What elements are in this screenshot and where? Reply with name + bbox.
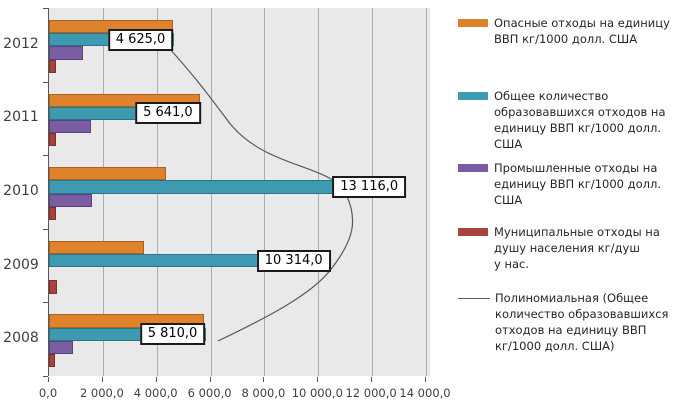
category-label: 2009 xyxy=(3,256,39,273)
y-axis-tick xyxy=(43,81,48,83)
bar-series4-2008 xyxy=(49,354,55,368)
category-label: 2012 xyxy=(3,35,39,52)
x-axis-tick xyxy=(209,377,211,382)
x-axis-tick xyxy=(155,377,157,382)
data-label: 4 625,0 xyxy=(107,28,174,51)
x-axis-tick-label: 0,0 xyxy=(38,386,58,400)
x-axis-tick-label: 12 000,0 xyxy=(345,386,397,400)
bar-series3-2011 xyxy=(49,120,91,134)
bar-series4-2010 xyxy=(49,206,56,220)
legend-item: Опасные отходы на единицу ВВП кг/1000 до… xyxy=(458,15,676,47)
x-axis-tick xyxy=(425,377,426,382)
x-axis-tick xyxy=(263,377,265,382)
bar-series3-2008 xyxy=(49,340,73,354)
category-label: 2011 xyxy=(3,109,39,126)
legend-item: Промышленные отходы на единицу ВВП кг/10… xyxy=(458,160,676,208)
series-swatch-icon xyxy=(458,92,488,100)
data-label: 13 116,0 xyxy=(332,176,407,198)
x-axis-tick xyxy=(317,377,319,382)
legend-item: Общее количество образовавшихся отходов … xyxy=(458,88,676,152)
data-label: 10 314,0 xyxy=(256,249,331,272)
x-axis-tick-label: 2 000,0 xyxy=(79,386,124,400)
y-axis-tick xyxy=(43,8,48,9)
trendline-swatch-icon xyxy=(458,298,490,299)
x-axis-tick xyxy=(48,377,49,382)
data-label: 5 641,0 xyxy=(135,102,201,125)
category-label: 2008 xyxy=(3,330,39,347)
x-axis-tick xyxy=(101,377,103,382)
x-axis-tick-label: 6 000,0 xyxy=(187,386,232,400)
data-label: 5 810,0 xyxy=(139,323,206,346)
legend-label: Муниципальные отходы на душу населения к… xyxy=(494,225,660,271)
x-axis-tick-label: 14 000,0 xyxy=(399,386,451,400)
category-label: 2010 xyxy=(3,183,39,199)
x-axis-tick xyxy=(371,377,373,382)
legend-label: Общее количество образовавшихся отходов … xyxy=(494,89,666,151)
bar-series3-2010 xyxy=(49,193,93,207)
bar-series4-2009 xyxy=(49,280,58,294)
x-axis-tick-label: 4 000,0 xyxy=(133,386,178,400)
bar-series3-2012 xyxy=(49,46,83,60)
y-axis-tick xyxy=(43,376,48,377)
y-axis-tick xyxy=(43,302,48,304)
series-swatch-icon xyxy=(458,19,488,27)
gridline xyxy=(426,8,427,376)
legend-item: Муниципальные отходы на душу населения к… xyxy=(458,224,676,272)
bar-series4-2012 xyxy=(49,59,56,73)
legend: Опасные отходы на единицу ВВП кг/1000 до… xyxy=(458,15,676,354)
legend-label: Промышленные отходы на единицу ВВП кг/10… xyxy=(494,161,661,207)
bar-series1-2010 xyxy=(49,167,166,181)
series-swatch-icon xyxy=(458,228,488,236)
y-axis-tick xyxy=(43,228,48,230)
series-swatch-icon xyxy=(458,164,488,172)
legend-label: Опасные отходы на единицу ВВП кг/1000 до… xyxy=(494,16,670,46)
y-axis-tick xyxy=(43,155,48,157)
legend-item: Полиномиальная (Общее количество образов… xyxy=(458,290,676,354)
x-axis-tick-label: 8 000,0 xyxy=(241,386,286,400)
bar-series4-2011 xyxy=(49,133,56,147)
x-axis-tick-label: 10 000,0 xyxy=(291,386,343,400)
bar-series1-2009 xyxy=(49,240,145,254)
legend-label: Полиномиальная (Общее количество образов… xyxy=(495,291,669,353)
